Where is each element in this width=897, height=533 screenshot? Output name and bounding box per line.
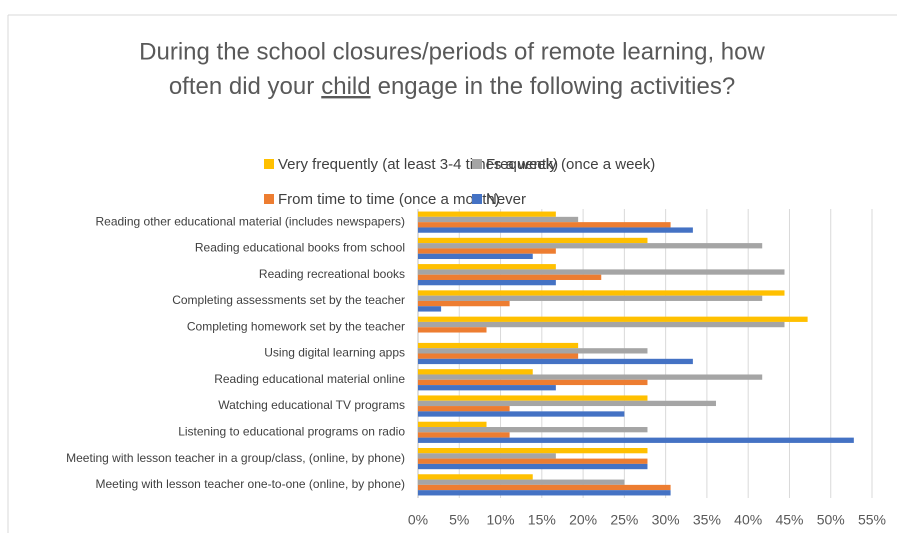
bar — [418, 458, 648, 464]
legend-label: Frequently (once a week) — [486, 156, 655, 173]
legend-swatch — [264, 194, 274, 204]
bar — [418, 211, 556, 217]
bar — [418, 237, 648, 244]
bar — [418, 490, 671, 496]
bar — [418, 290, 785, 296]
legend-swatch — [472, 159, 482, 169]
bar — [418, 353, 579, 359]
legend-swatch — [264, 159, 274, 169]
bar — [418, 474, 533, 480]
chart-title: During the school closures/periods of re… — [139, 38, 765, 65]
bar — [418, 479, 625, 485]
y-tick-label: Meeting with lesson teacher in a group/c… — [66, 451, 405, 465]
bar — [418, 411, 625, 417]
x-tick-label: 30% — [652, 512, 680, 528]
bar — [418, 447, 648, 454]
x-tick-label: 45% — [775, 512, 803, 528]
y-tick-label: Reading educational books from school — [195, 241, 405, 255]
x-tick-label: 50% — [817, 512, 845, 528]
x-tick-label: 10% — [487, 512, 515, 528]
bar — [418, 432, 510, 438]
bar — [418, 243, 763, 249]
bar — [418, 274, 602, 280]
bar — [418, 358, 693, 365]
y-tick-label: Meeting with lesson teacher one-to-one (… — [95, 477, 405, 491]
legend-label: Never — [486, 191, 526, 208]
legend-label: From time to time (once a month) — [278, 191, 500, 208]
bar — [418, 321, 785, 328]
y-tick-label: Reading educational material online — [214, 372, 405, 386]
x-tick-label: 20% — [569, 512, 597, 528]
bar — [418, 379, 648, 386]
bar — [418, 222, 671, 228]
y-tick-label: Listening to educational programs on rad… — [178, 424, 405, 438]
bar — [418, 279, 556, 286]
bar — [418, 369, 533, 375]
chart-title: often did your child engage in the followi… — [169, 73, 735, 100]
bar — [418, 300, 510, 307]
y-tick-label: Watching educational TV programs — [218, 398, 405, 412]
bar — [418, 395, 648, 401]
bar — [418, 248, 556, 254]
bar — [418, 463, 648, 470]
y-tick-label: Completing assessments set by the teache… — [172, 293, 405, 307]
bar — [418, 316, 808, 322]
y-tick-label: Using digital learning apps — [264, 346, 405, 360]
x-tick-label: 40% — [734, 512, 762, 528]
bar — [418, 342, 579, 349]
bar — [418, 400, 716, 407]
x-tick-label: 15% — [528, 512, 556, 528]
bar — [418, 216, 579, 223]
bar — [418, 264, 556, 270]
y-tick-label: Completing homework set by the teacher — [187, 319, 405, 333]
bar — [418, 421, 487, 428]
bar — [418, 427, 648, 433]
legend-label: Very frequently (at least 3-4 times a we… — [278, 156, 558, 173]
bar — [418, 227, 693, 233]
x-tick-label: 55% — [858, 512, 886, 528]
y-tick-label: Reading recreational books — [259, 267, 405, 281]
y-tick-label: Reading other educational material (incl… — [95, 214, 405, 228]
x-tick-label: 0% — [408, 512, 428, 528]
legend-swatch — [472, 194, 482, 204]
x-tick-label: 25% — [610, 512, 638, 528]
bar — [418, 327, 487, 333]
bar — [418, 306, 442, 312]
bar — [418, 437, 854, 443]
bar — [418, 453, 556, 459]
bar — [418, 374, 763, 380]
x-tick-label: 5% — [449, 512, 469, 528]
bar — [418, 295, 763, 301]
bar — [418, 269, 785, 275]
bar — [418, 348, 648, 354]
bar — [418, 484, 671, 491]
x-tick-label: 35% — [693, 512, 721, 528]
bar — [418, 253, 533, 260]
bar — [418, 385, 556, 391]
bar — [418, 406, 510, 412]
